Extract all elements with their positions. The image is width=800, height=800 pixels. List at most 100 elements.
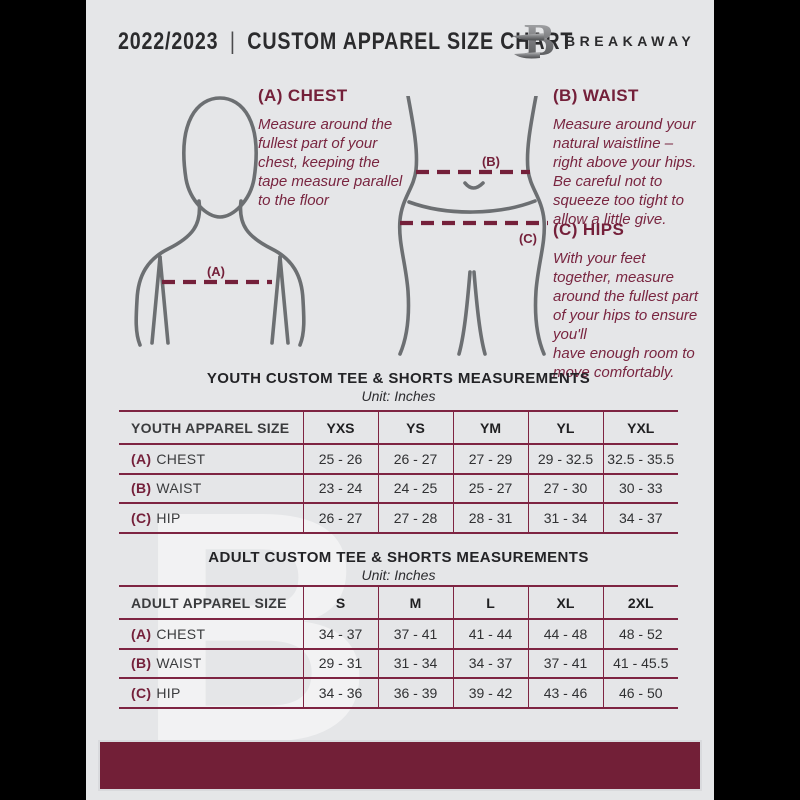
row-label-cell: (C) HIP — [119, 503, 303, 533]
chest-guide-text: Measure around the fullest part of your … — [258, 116, 403, 209]
measurement-cell: 41 - 45.5 — [602, 648, 678, 678]
figure-hip-curve — [407, 199, 537, 214]
chest-guide-block: (A) CHEST Measure around the fullest par… — [258, 86, 453, 210]
measurement-cell: 29 - 32.5 — [527, 444, 603, 474]
waist-guide-block: (B) WAIST Measure around your natural wa… — [553, 86, 714, 229]
figure-left-armpit — [150, 255, 162, 345]
table-row: (A) CHEST 34 - 37 37 - 41 41 - 44 44 - 48… — [119, 619, 678, 649]
row-label-cell: (A) CHEST — [119, 619, 303, 649]
measurement-cell: 27 - 29 — [452, 444, 528, 474]
youth-table-unit: Unit: Inches — [361, 388, 436, 404]
size-column-header: YOUTH APPAREL SIZE — [131, 419, 290, 436]
measurement-cell: 37 - 41 — [527, 648, 603, 678]
row-label: WAIST — [156, 480, 202, 497]
hips-marker-label: (C) — [519, 231, 537, 246]
measurement-cell: 28 - 31 — [452, 503, 528, 533]
figure-right-armpit — [278, 255, 290, 345]
footer-accent-bar — [98, 740, 702, 791]
brand-name: BREAKAWAY — [565, 33, 696, 49]
row-label-cell: (B) WAIST — [119, 649, 303, 679]
size-header: M — [377, 586, 453, 619]
size-chart-document: B 2022/2023 | CUSTOM APPAREL SIZE CHART B … — [86, 0, 714, 800]
size-header: YXL — [602, 411, 678, 444]
measurement-cell: 34 - 37 — [302, 619, 378, 649]
hips-guide-text: With your feet together, measure around … — [553, 250, 699, 381]
measurement-cell: 43 - 46 — [527, 678, 603, 708]
size-header: L — [452, 586, 528, 619]
size-header: YL — [527, 411, 603, 444]
figure-crotch-right — [472, 270, 487, 356]
table-row: (B) WAIST 23 - 24 24 - 25 25 - 27 27 - 30… — [119, 473, 678, 504]
hips-guide-block: (C) HIPS With your feet together, measur… — [553, 220, 714, 382]
youth-table-title: YOUTH CUSTOM TEE & SHORTS MEASUREMENTS — [206, 370, 591, 387]
row-marker: (B) — [131, 655, 152, 672]
measurement-cell: 27 - 28 — [377, 503, 453, 533]
measurement-cell: 39 - 42 — [452, 678, 528, 708]
size-column-header: ADULT APPAREL SIZE — [131, 594, 287, 611]
row-label-cell: (A) CHEST — [119, 444, 303, 474]
page-title: 2022/2023 | CUSTOM APPAREL SIZE CHART — [118, 28, 573, 56]
measurement-cell: 34 - 36 — [302, 678, 378, 708]
adult-table-title: ADULT CUSTOM TEE & SHORTS MEASUREMENTS — [208, 549, 589, 566]
season-label: 2022/2023 — [118, 28, 219, 55]
measurement-cell: 36 - 39 — [377, 678, 453, 708]
youth-size-table: YOUTH APPAREL SIZE YXS YS YM YL YXL (A) C… — [119, 410, 678, 534]
measurement-cell: 31 - 34 — [527, 503, 603, 533]
measurement-cell: 26 - 27 — [302, 503, 378, 533]
row-label: CHEST — [156, 450, 206, 467]
row-marker: (C) — [131, 509, 152, 526]
size-header: S — [302, 586, 378, 619]
row-marker: (A) — [131, 450, 152, 467]
measurement-cell: 41 - 44 — [452, 619, 528, 649]
table-row: (A) CHEST 25 - 26 26 - 27 27 - 29 29 - 32… — [119, 444, 678, 474]
measurement-cell: 30 - 33 — [602, 473, 678, 503]
row-label: HIP — [156, 509, 181, 526]
size-header: XL — [527, 586, 603, 619]
figure-crotch-left — [457, 270, 472, 356]
row-label: HIP — [156, 684, 181, 701]
left-letterbox-bar — [0, 0, 86, 800]
chest-figure-illustration: (A) — [134, 96, 306, 347]
measurement-cell: 24 - 25 — [377, 473, 453, 503]
measurement-cell: 25 - 26 — [302, 444, 378, 474]
chest-guide-heading: (A) CHEST — [258, 86, 348, 105]
breakaway-logo-icon: B — [512, 14, 555, 64]
document-title: CUSTOM APPAREL SIZE CHART — [247, 28, 574, 55]
measurement-cell: 37 - 41 — [377, 619, 453, 649]
hips-guide-heading: (C) HIPS — [553, 220, 625, 239]
figure-right-outline — [525, 96, 547, 356]
table-header-row: ADULT APPAREL SIZE S M L XL 2XL — [119, 586, 678, 619]
measurement-cell: 44 - 48 — [527, 619, 603, 649]
row-label-cell: (C) HIP — [119, 678, 303, 708]
measurement-cell: 31 - 34 — [377, 648, 453, 678]
waist-hips-figure-illustration: (B) (C) — [397, 96, 548, 356]
measurement-cell: 32.5 - 35.5 — [602, 444, 678, 474]
figure-head-outline — [182, 96, 258, 219]
row-label-cell: (B) WAIST — [119, 474, 303, 504]
adult-table-unit: Unit: Inches — [361, 567, 436, 583]
waist-guide-text: Measure around your natural waistline – … — [553, 116, 697, 228]
measurement-cell: 34 - 37 — [602, 503, 678, 533]
row-marker: (B) — [131, 480, 152, 497]
title-divider: | — [229, 28, 236, 55]
figure-left-side — [158, 255, 170, 345]
measurement-cell: 26 - 27 — [377, 444, 453, 474]
right-letterbox-bar — [714, 0, 800, 800]
measurement-cell: 27 - 30 — [527, 473, 603, 503]
figure-right-shoulder — [238, 199, 306, 347]
figure-right-side — [270, 255, 282, 345]
waist-guide-heading: (B) WAIST — [553, 86, 639, 105]
row-marker: (C) — [131, 684, 152, 701]
size-header: YXS — [302, 411, 378, 444]
size-header: 2XL — [602, 586, 678, 619]
row-marker: (A) — [131, 625, 152, 642]
measurement-cell: 48 - 52 — [602, 619, 678, 649]
chest-marker-label: (A) — [207, 264, 225, 279]
measurement-cell: 23 - 24 — [302, 473, 378, 503]
figure-navel — [463, 181, 485, 190]
size-header: YM — [452, 411, 528, 444]
waist-marker-label: (B) — [482, 154, 500, 169]
table-header-row: YOUTH APPAREL SIZE YXS YS YM YL YXL — [119, 411, 678, 444]
figure-left-shoulder — [134, 199, 202, 347]
table-row: (C) HIP 34 - 36 36 - 39 39 - 42 43 - 46 4… — [119, 678, 678, 708]
